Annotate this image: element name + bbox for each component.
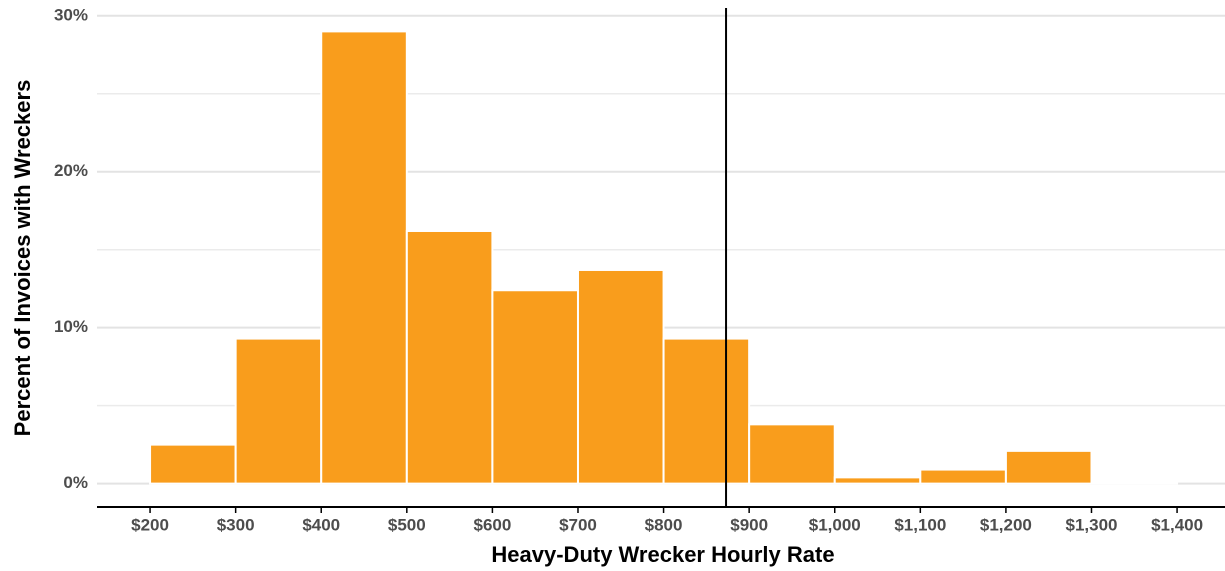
y-tick-label: 20% bbox=[54, 161, 88, 180]
y-tick-label: 30% bbox=[54, 5, 88, 24]
x-tick-label: $600 bbox=[473, 515, 511, 534]
x-tick-label: $200 bbox=[131, 515, 169, 534]
bar bbox=[491, 289, 579, 485]
x-axis-title: Heavy-Duty Wrecker Hourly Rate bbox=[491, 542, 834, 567]
bar bbox=[833, 476, 922, 485]
x-tick-label: $500 bbox=[388, 515, 426, 534]
x-tick-label: $1,400 bbox=[1151, 515, 1203, 534]
x-tick-label: $1,000 bbox=[809, 515, 861, 534]
x-tick-label: $900 bbox=[730, 515, 768, 534]
x-tick-label: $300 bbox=[217, 515, 255, 534]
bar bbox=[1004, 449, 1093, 485]
bar bbox=[662, 337, 751, 485]
bar bbox=[320, 30, 408, 485]
x-tick-label: $1,200 bbox=[980, 515, 1032, 534]
bar bbox=[576, 268, 665, 485]
x-tick-label: $1,100 bbox=[894, 515, 946, 534]
bar bbox=[1090, 481, 1179, 485]
bar bbox=[234, 337, 323, 485]
y-tick-label: 10% bbox=[54, 317, 88, 336]
x-tick-label: $400 bbox=[302, 515, 340, 534]
x-tick-label: $1,300 bbox=[1065, 515, 1117, 534]
y-axis-title: Percent of Invoices with Wreckers bbox=[10, 80, 35, 437]
bar bbox=[919, 468, 1007, 485]
bar bbox=[748, 423, 836, 485]
x-tick-label: $800 bbox=[645, 515, 683, 534]
y-tick-label: 0% bbox=[63, 473, 88, 492]
x-tick-label: $700 bbox=[559, 515, 597, 534]
bar bbox=[149, 443, 237, 485]
bar bbox=[405, 229, 494, 485]
